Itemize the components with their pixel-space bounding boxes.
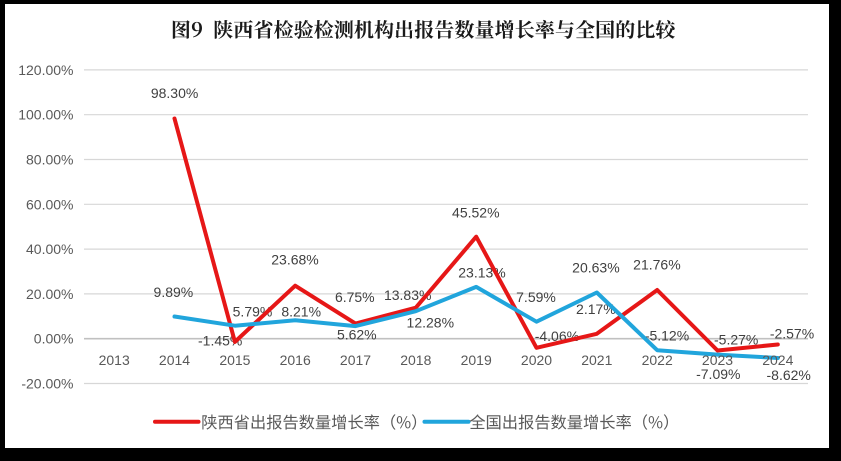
svg-text:100.00%: 100.00%: [18, 107, 73, 123]
svg-text:7.59%: 7.59%: [516, 289, 556, 305]
svg-text:5.62%: 5.62%: [337, 327, 377, 343]
svg-text:2024: 2024: [762, 352, 793, 368]
svg-text:23.68%: 23.68%: [271, 252, 318, 268]
svg-text:2013: 2013: [99, 352, 130, 368]
svg-text:2014: 2014: [159, 352, 190, 368]
svg-text:21.76%: 21.76%: [633, 257, 680, 273]
svg-text:0.00%: 0.00%: [34, 331, 74, 347]
svg-text:6.75%: 6.75%: [335, 289, 375, 305]
svg-text:60.00%: 60.00%: [26, 196, 73, 212]
svg-text:20.63%: 20.63%: [572, 260, 619, 276]
svg-text:98.30%: 98.30%: [151, 85, 198, 101]
svg-text:-7.09%: -7.09%: [696, 366, 740, 382]
svg-text:2016: 2016: [280, 352, 311, 368]
svg-text:-5.27%: -5.27%: [714, 332, 758, 348]
svg-text:2023: 2023: [702, 352, 733, 368]
svg-text:80.00%: 80.00%: [26, 152, 73, 168]
svg-text:2019: 2019: [461, 352, 492, 368]
svg-text:-2.57%: -2.57%: [770, 326, 814, 342]
svg-text:-5.12%: -5.12%: [645, 328, 689, 344]
svg-text:120.00%: 120.00%: [18, 62, 73, 78]
svg-text:2017: 2017: [340, 352, 371, 368]
svg-text:2015: 2015: [219, 352, 250, 368]
svg-text:-8.62%: -8.62%: [767, 367, 811, 383]
svg-text:12.28%: 12.28%: [407, 314, 454, 330]
svg-text:2021: 2021: [581, 352, 612, 368]
svg-text:2.17%: 2.17%: [576, 301, 616, 317]
svg-text:2022: 2022: [642, 352, 673, 368]
svg-text:8.21%: 8.21%: [281, 304, 321, 320]
svg-text:13.83%: 13.83%: [384, 287, 431, 303]
svg-text:-1.45%: -1.45%: [198, 333, 242, 349]
svg-text:2018: 2018: [400, 352, 431, 368]
svg-text:9.89%: 9.89%: [154, 284, 194, 300]
svg-text:2020: 2020: [521, 352, 552, 368]
svg-text:20.00%: 20.00%: [26, 286, 73, 302]
svg-text:-20.00%: -20.00%: [21, 376, 73, 392]
svg-text:40.00%: 40.00%: [26, 241, 73, 257]
svg-text:45.52%: 45.52%: [452, 205, 499, 221]
